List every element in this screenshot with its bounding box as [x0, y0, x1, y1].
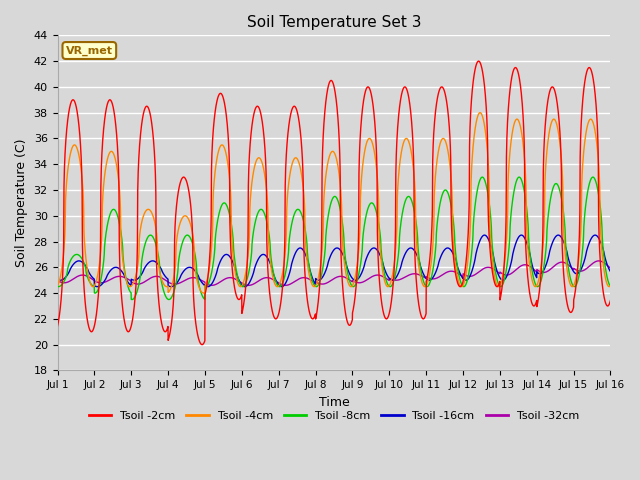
- X-axis label: Time: Time: [319, 396, 349, 408]
- Legend: Tsoil -2cm, Tsoil -4cm, Tsoil -8cm, Tsoil -16cm, Tsoil -32cm: Tsoil -2cm, Tsoil -4cm, Tsoil -8cm, Tsoi…: [84, 406, 584, 425]
- Text: VR_met: VR_met: [66, 46, 113, 56]
- Title: Soil Temperature Set 3: Soil Temperature Set 3: [247, 15, 421, 30]
- Y-axis label: Soil Temperature (C): Soil Temperature (C): [15, 139, 28, 267]
